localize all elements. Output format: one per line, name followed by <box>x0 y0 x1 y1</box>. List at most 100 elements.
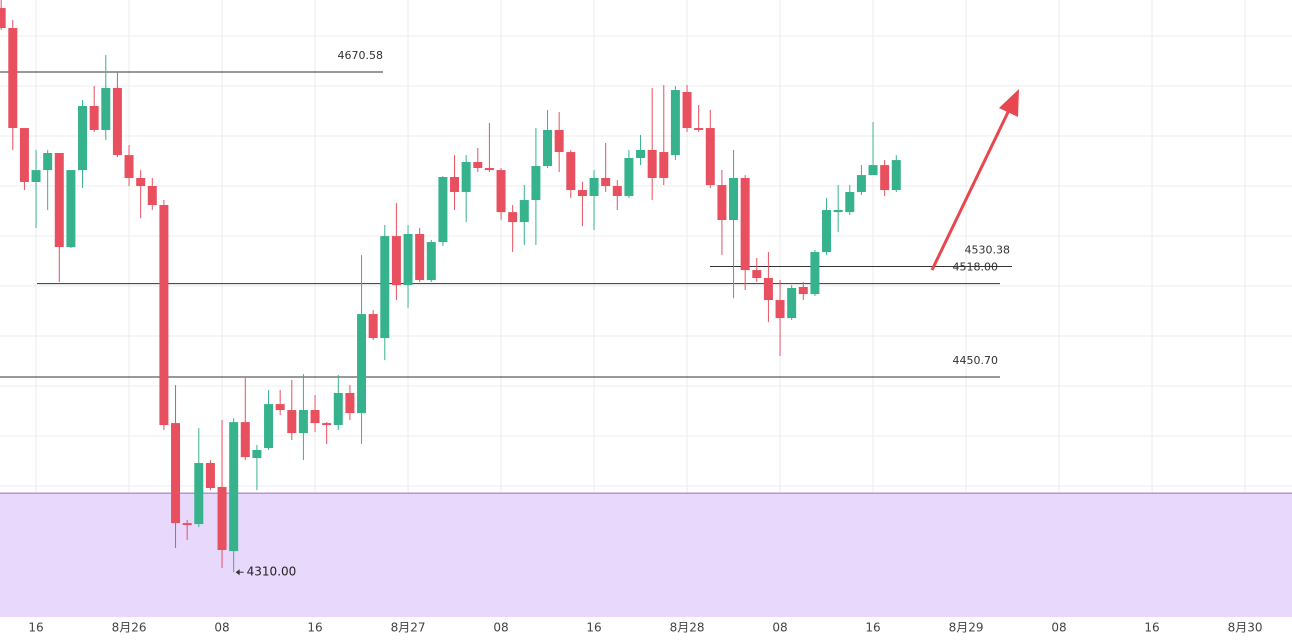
candle <box>229 418 239 573</box>
candle-body <box>403 234 413 286</box>
candle <box>577 181 587 227</box>
x-tick-label: 8月26 <box>112 621 147 635</box>
candle-body <box>845 191 855 213</box>
candle-body <box>473 162 483 168</box>
arrow-head <box>999 89 1019 117</box>
candle-body <box>112 87 122 156</box>
zone-layer <box>0 492 1292 617</box>
candle-body <box>787 287 797 319</box>
candle-body <box>333 392 343 426</box>
annotation-layer: 4310.00 <box>235 565 297 579</box>
x-tick-label: 08 <box>493 621 508 635</box>
x-tick-label: 16 <box>865 621 880 635</box>
candle <box>880 160 890 197</box>
candle <box>205 460 215 491</box>
candle <box>380 224 390 361</box>
candle <box>612 180 622 211</box>
candle-body <box>147 186 157 206</box>
candle-body <box>182 523 192 526</box>
candle <box>101 55 111 140</box>
candle <box>357 255 367 445</box>
candle <box>484 123 494 173</box>
candle <box>194 428 204 528</box>
candle-body <box>101 87 111 130</box>
level-layer: 4670.58 4530.38 4518.00 4450.70 <box>0 49 1012 378</box>
level-label: 4518.00 <box>953 261 999 274</box>
candle-body <box>89 105 99 130</box>
x-tick-label: 8月28 <box>670 621 705 635</box>
candle-body <box>8 28 18 129</box>
x-tick-label: 8月30 <box>1228 621 1263 635</box>
candle-body <box>438 176 448 243</box>
candle <box>136 170 146 219</box>
candle <box>264 390 274 450</box>
candle-body <box>380 236 390 339</box>
candle-body <box>264 404 274 449</box>
candle <box>856 165 866 196</box>
candle <box>729 149 739 299</box>
candle-body <box>205 463 215 488</box>
candle-body <box>531 166 541 201</box>
candle <box>891 155 901 192</box>
candle-body <box>798 286 808 295</box>
candle <box>659 85 669 186</box>
candle-body <box>612 186 622 197</box>
candle-body <box>670 90 680 156</box>
candle <box>763 252 773 323</box>
candle-body <box>577 190 587 197</box>
x-tick-label: 16 <box>1144 621 1159 635</box>
candle-body <box>891 160 901 191</box>
candle-body <box>229 422 239 552</box>
candle-body <box>461 162 471 192</box>
candle-body <box>833 210 843 213</box>
candle <box>450 155 460 211</box>
candle <box>868 122 878 176</box>
candle <box>368 310 378 340</box>
arrow-shaft <box>930 107 1012 271</box>
candle <box>322 422 332 445</box>
x-tick-label: 8月29 <box>949 621 984 635</box>
candle <box>647 87 657 201</box>
candle <box>833 185 843 233</box>
candle-body <box>124 155 134 178</box>
candle <box>43 149 53 211</box>
candle <box>8 19 18 150</box>
candle <box>54 153 64 283</box>
candle-body <box>194 463 204 525</box>
candle <box>752 258 762 283</box>
candle-body <box>868 165 878 176</box>
candle <box>438 176 448 247</box>
candle <box>798 282 808 301</box>
candle-body <box>391 236 401 286</box>
candle-body <box>171 423 181 524</box>
zone-area <box>0 493 1292 617</box>
candle-body <box>682 91 692 129</box>
candle-body <box>636 149 646 158</box>
candle <box>19 128 29 191</box>
candle-body <box>856 175 866 192</box>
candle-body <box>298 410 308 434</box>
candle <box>0 0 6 30</box>
candle-body <box>159 205 169 426</box>
candle-body <box>752 270 762 278</box>
candle <box>589 170 599 230</box>
candle-body <box>415 234 425 281</box>
candle <box>298 374 308 461</box>
x-tick-label: 08 <box>214 621 229 635</box>
candle <box>426 239 436 283</box>
x-tick-label: 16 <box>307 621 322 635</box>
candle <box>66 170 76 249</box>
candle-body <box>705 128 715 186</box>
candle-body <box>624 157 634 197</box>
candle-body <box>287 410 297 434</box>
candle-body <box>19 128 29 182</box>
candle <box>391 203 401 301</box>
low-marker-label: 4310.00 <box>247 565 297 579</box>
candle-body <box>694 128 704 130</box>
candle-body <box>0 8 6 29</box>
candle <box>333 375 343 431</box>
candle-body <box>496 170 506 213</box>
candle <box>787 285 797 321</box>
candle <box>717 170 727 256</box>
